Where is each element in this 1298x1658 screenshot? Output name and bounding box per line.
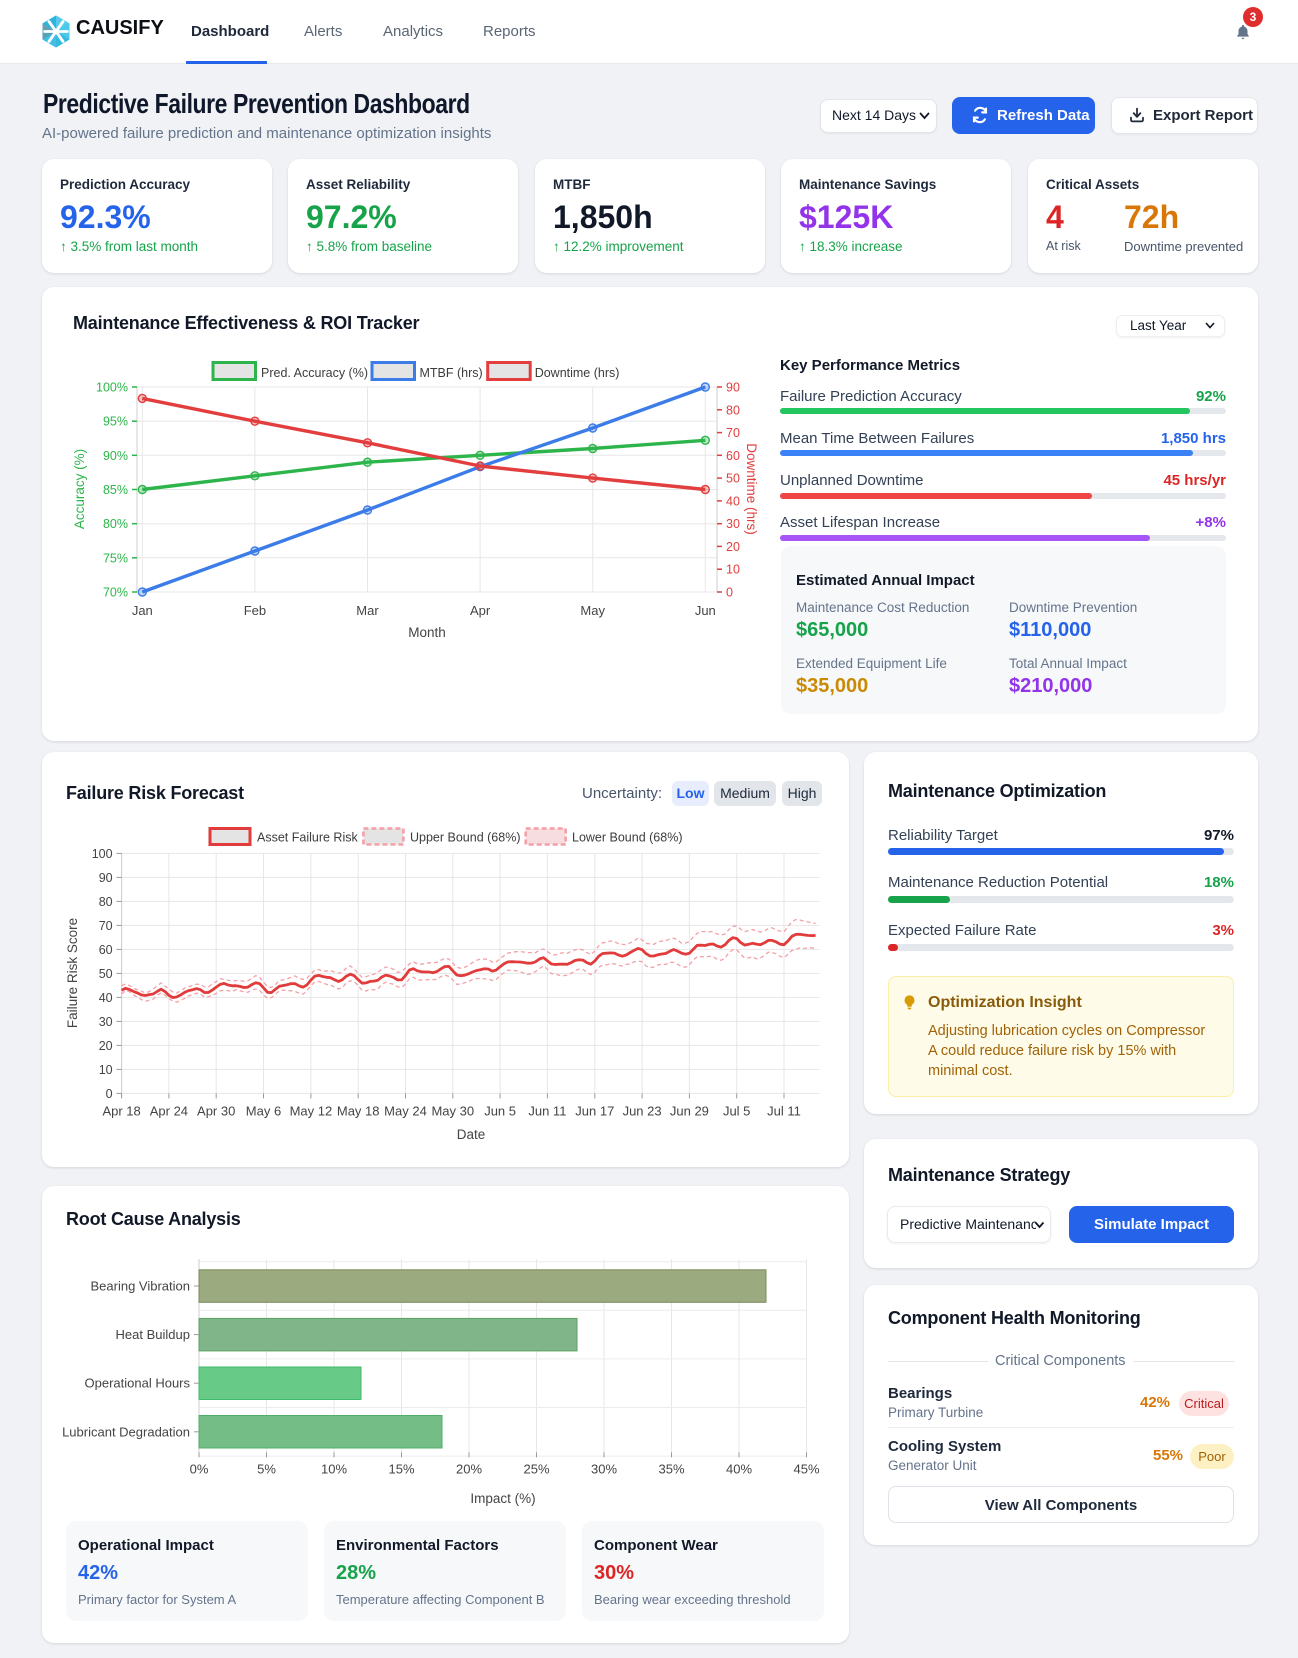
svg-text:Jun 23: Jun 23 [623,1103,662,1118]
svg-text:60: 60 [726,449,740,463]
svg-text:Jun 17: Jun 17 [575,1103,614,1118]
svg-text:Apr: Apr [470,603,491,618]
svg-text:85%: 85% [103,483,128,497]
svg-text:Jun 29: Jun 29 [670,1103,709,1118]
svg-text:90: 90 [726,381,740,395]
svg-text:50: 50 [99,967,113,981]
svg-text:Date: Date [457,1127,486,1142]
svg-text:MTBF (hrs): MTBF (hrs) [420,366,483,380]
svg-text:80: 80 [726,403,740,417]
svg-text:0: 0 [106,1087,113,1101]
svg-text:80: 80 [99,895,113,909]
svg-text:Downtime (hrs): Downtime (hrs) [744,443,759,535]
svg-text:Asset Failure Risk: Asset Failure Risk [257,831,358,845]
svg-text:10%: 10% [321,1461,347,1476]
svg-text:Pred. Accuracy (%): Pred. Accuracy (%) [261,366,368,380]
svg-text:Jul 11: Jul 11 [767,1103,801,1118]
svg-text:10: 10 [99,1063,113,1077]
svg-text:May 30: May 30 [431,1103,474,1118]
svg-text:May 12: May 12 [290,1103,333,1118]
svg-text:May 6: May 6 [246,1103,281,1118]
svg-text:Jun 11: Jun 11 [528,1103,566,1118]
svg-text:20: 20 [99,1039,113,1053]
svg-text:Jun 5: Jun 5 [484,1103,516,1118]
svg-text:Month: Month [408,625,446,640]
svg-text:35%: 35% [658,1461,684,1476]
svg-text:0: 0 [726,586,733,600]
svg-text:40: 40 [726,494,740,508]
svg-text:95%: 95% [103,415,128,429]
svg-text:30: 30 [99,1015,113,1029]
svg-text:May: May [580,603,605,618]
svg-text:80%: 80% [103,517,128,531]
svg-text:20%: 20% [456,1461,482,1476]
svg-text:25%: 25% [523,1461,549,1476]
svg-text:Apr 30: Apr 30 [197,1103,235,1118]
svg-text:70: 70 [99,919,113,933]
svg-text:Downtime (hrs): Downtime (hrs) [535,366,620,380]
svg-text:May 18: May 18 [337,1103,380,1118]
svg-text:May 24: May 24 [384,1103,427,1118]
svg-text:100%: 100% [96,381,128,395]
svg-text:Mar: Mar [356,603,379,618]
svg-text:40%: 40% [726,1461,752,1476]
svg-text:100: 100 [92,847,113,861]
svg-text:Failure Risk Score: Failure Risk Score [65,918,80,1028]
svg-text:70: 70 [726,426,740,440]
svg-text:90%: 90% [103,449,128,463]
svg-text:0%: 0% [190,1461,209,1476]
svg-text:30%: 30% [591,1461,617,1476]
svg-text:5%: 5% [257,1461,276,1476]
svg-text:Accuracy (%): Accuracy (%) [72,449,87,529]
svg-text:50: 50 [726,472,740,486]
svg-text:Upper Bound (68%): Upper Bound (68%) [410,831,520,845]
svg-text:Jul 5: Jul 5 [723,1103,750,1118]
svg-text:75%: 75% [103,551,128,565]
svg-text:40: 40 [99,991,113,1005]
svg-text:Heat Buildup: Heat Buildup [116,1327,190,1342]
svg-text:Jan: Jan [132,603,153,618]
svg-text:Jun: Jun [695,603,716,618]
svg-text:Bearing Vibration: Bearing Vibration [91,1279,191,1294]
svg-text:30: 30 [726,517,740,531]
svg-text:45%: 45% [793,1461,819,1476]
svg-text:Operational Hours: Operational Hours [85,1376,191,1391]
svg-text:90: 90 [99,871,113,885]
svg-text:Impact (%): Impact (%) [470,1491,535,1506]
svg-text:15%: 15% [388,1461,414,1476]
svg-text:Lubricant Degradation: Lubricant Degradation [62,1424,190,1439]
svg-text:Feb: Feb [244,603,266,618]
svg-text:10: 10 [726,563,740,577]
svg-text:20: 20 [726,540,740,554]
svg-text:60: 60 [99,943,113,957]
svg-text:Apr 18: Apr 18 [102,1103,140,1118]
svg-text:Apr 24: Apr 24 [150,1103,188,1118]
svg-text:Lower Bound (68%): Lower Bound (68%) [572,831,682,845]
svg-text:70%: 70% [103,586,128,600]
